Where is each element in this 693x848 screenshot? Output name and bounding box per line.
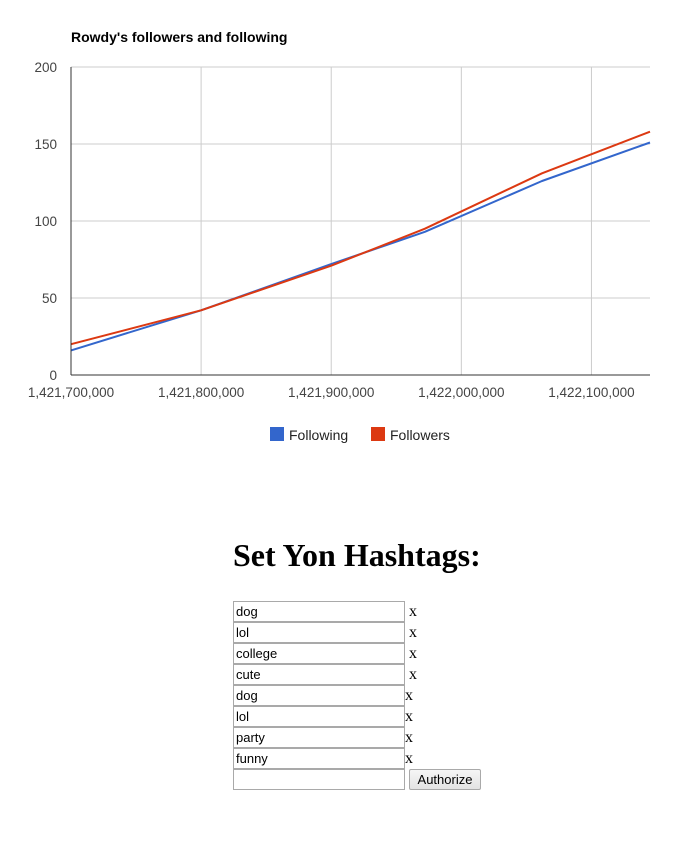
- legend-label-followers: Followers: [390, 427, 450, 443]
- y-tick-label: 200: [34, 60, 57, 75]
- legend-label-following: Following: [289, 427, 348, 443]
- chart-gridlines: [70, 66, 650, 375]
- hashtag-input[interactable]: [233, 601, 405, 622]
- hashtags-heading: Set Yon Hashtags:: [233, 537, 481, 573]
- x-tick-label: 1,421,700,000: [28, 385, 114, 400]
- hashtag-input[interactable]: [233, 685, 405, 706]
- x-tick-label: 1,422,000,000: [418, 385, 504, 400]
- remove-hashtag-button[interactable]: x: [405, 687, 413, 704]
- chart-series: [70, 130, 651, 352]
- series-line-followers: [70, 130, 651, 346]
- y-tick-label: 150: [34, 137, 57, 152]
- series-line-following: [70, 141, 651, 352]
- remove-hashtag-button[interactable]: x: [409, 624, 417, 641]
- remove-hashtag-button[interactable]: x: [409, 666, 417, 683]
- line-chart: Rowdy's followers and following 0 50 100 15…: [28, 29, 651, 443]
- chart-legend: Following Followers: [270, 427, 450, 443]
- remove-hashtag-button[interactable]: x: [409, 645, 417, 662]
- x-tick-label: 1,421,800,000: [158, 385, 244, 400]
- remove-hashtag-button[interactable]: x: [405, 708, 413, 725]
- new-hashtag-input[interactable]: [233, 769, 405, 790]
- remove-hashtag-button[interactable]: x: [409, 603, 417, 620]
- hashtag-input[interactable]: [233, 727, 405, 748]
- remove-hashtag-button[interactable]: x: [405, 750, 413, 767]
- legend-swatch-following: [270, 427, 284, 441]
- authorize-button[interactable]: Authorize: [409, 769, 481, 790]
- y-axis-tick-labels: 0 50 100 150 200: [34, 60, 57, 383]
- legend-swatch-followers: [371, 427, 385, 441]
- chart-axes: [70, 67, 650, 376]
- y-tick-label: 100: [34, 214, 57, 229]
- x-tick-label: 1,422,100,000: [548, 385, 634, 400]
- hashtag-input[interactable]: [233, 706, 405, 727]
- remove-hashtag-button[interactable]: x: [405, 729, 413, 746]
- y-tick-label: 0: [49, 368, 57, 383]
- x-tick-label: 1,421,900,000: [288, 385, 374, 400]
- hashtag-input[interactable]: [233, 664, 405, 685]
- x-axis-tick-labels: 1,421,700,000 1,421,800,000 1,421,900,000 1…: [28, 385, 635, 400]
- y-tick-label: 50: [42, 291, 57, 306]
- hashtag-input[interactable]: [233, 748, 405, 769]
- hashtag-input[interactable]: [233, 643, 405, 664]
- hashtag-input[interactable]: [233, 622, 405, 643]
- chart-title: Rowdy's followers and following: [71, 29, 287, 45]
